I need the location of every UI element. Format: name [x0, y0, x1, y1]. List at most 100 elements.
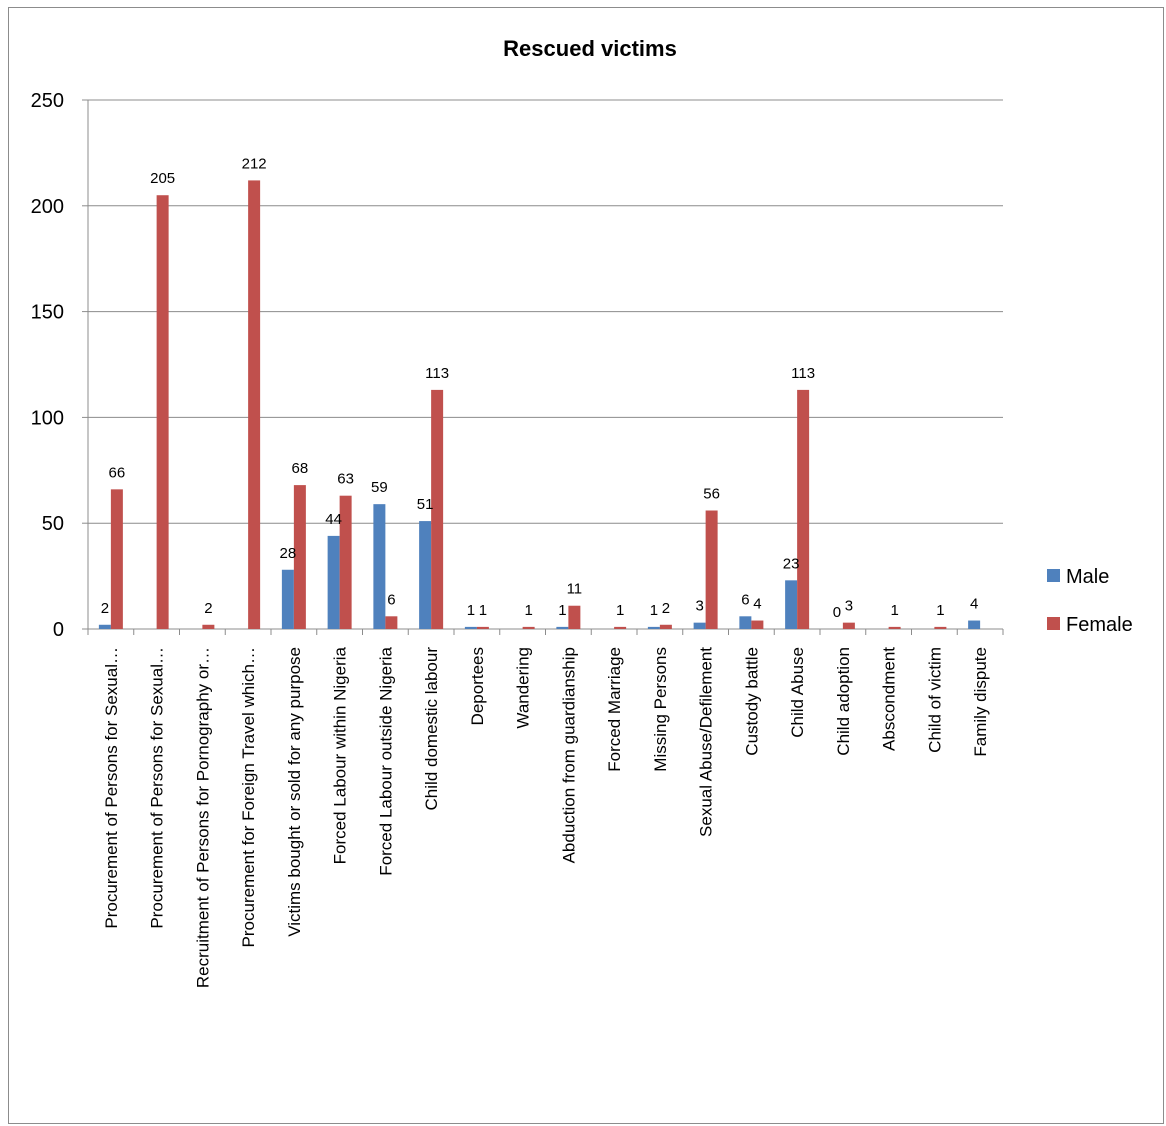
bar-female	[751, 620, 764, 629]
y-tick-label: 100	[31, 407, 64, 429]
bar-male	[968, 620, 981, 629]
data-label: 2	[101, 600, 109, 617]
data-label: 66	[109, 464, 126, 481]
bar-female	[888, 626, 901, 629]
category-label: Wandering	[514, 647, 533, 729]
data-label: 113	[425, 365, 449, 382]
axes: 0 50 100 150 200 250	[31, 90, 1004, 641]
data-label: 1	[479, 602, 487, 619]
bar-male	[693, 622, 706, 629]
category-label: Child of victim	[925, 647, 944, 753]
bar-female	[110, 489, 123, 629]
bar-female	[156, 195, 169, 629]
data-label: 59	[371, 479, 388, 496]
data-label: 11	[567, 581, 583, 598]
category-label: Victims bought or sold for any purpose	[285, 647, 304, 937]
bar-female	[202, 624, 215, 629]
category-label: Sexual Abuse/Defilement	[697, 647, 716, 837]
data-label: 1	[558, 602, 566, 619]
data-label: 0	[833, 604, 841, 621]
bar-female	[934, 626, 947, 629]
data-label: 63	[337, 471, 354, 488]
bar-male	[98, 624, 111, 629]
data-label: 1	[650, 602, 658, 619]
bar-female	[431, 389, 444, 629]
data-label: 6	[387, 591, 395, 608]
data-label: 28	[280, 545, 297, 562]
bar-female	[614, 626, 627, 629]
category-label: Forced Marriage	[605, 647, 624, 772]
legend-swatch-male	[1047, 569, 1060, 582]
legend-label-female: Female	[1066, 614, 1133, 636]
bar-female	[339, 495, 352, 629]
bar-female	[797, 389, 810, 629]
category-label: Forced Labour within Nigeria	[331, 646, 350, 864]
category-label: Deportees	[468, 647, 487, 725]
data-label: 1	[890, 602, 898, 619]
category-label: Child domestic labour	[422, 647, 441, 811]
category-label: Child Abuse	[788, 647, 807, 738]
bar-female	[842, 622, 855, 629]
category-label: Missing Persons	[651, 647, 670, 772]
bar-female	[248, 180, 261, 629]
bar-female	[385, 616, 398, 629]
data-label: 4	[753, 596, 761, 613]
bar-female	[476, 626, 489, 629]
bar-male	[739, 616, 752, 629]
legend: Male Female	[1047, 566, 1133, 636]
data-label: 1	[467, 602, 475, 619]
data-label: 56	[703, 486, 720, 503]
data-label: 3	[845, 598, 853, 615]
category-labels: Procurement of Persons for Sexual… Procur…	[102, 646, 990, 988]
bar-female	[293, 485, 306, 629]
y-tick-label: 50	[42, 513, 64, 535]
data-label: 2	[662, 600, 670, 617]
bar-male	[785, 580, 798, 629]
bar-male	[647, 626, 660, 629]
bar-male	[327, 535, 340, 629]
bar-male	[281, 569, 294, 629]
y-tick-label: 150	[31, 302, 64, 324]
category-label: Abscondment	[880, 647, 899, 751]
category-label: Family dispute	[971, 647, 990, 757]
bar-female	[522, 626, 535, 629]
bar-male	[464, 626, 477, 629]
bar-male	[419, 521, 432, 629]
data-label: 1	[616, 602, 624, 619]
data-label: 1	[524, 602, 532, 619]
gridlines	[88, 99, 1003, 524]
y-tick-label: 250	[31, 90, 64, 112]
category-label: Procurement of Persons for Sexual…	[148, 647, 167, 929]
data-label: 113	[791, 365, 815, 382]
category-label: Abduction from guardianship	[559, 647, 578, 863]
data-label: 6	[741, 591, 749, 608]
y-tick-label: 0	[53, 619, 64, 641]
chart-title: Rescued victims	[503, 36, 677, 61]
legend-swatch-female	[1047, 617, 1060, 630]
category-label: Child adoption	[834, 647, 853, 756]
data-label: 51	[417, 496, 434, 513]
category-label: Forced Labour outside Nigeria	[376, 646, 395, 875]
data-label: 212	[242, 155, 267, 172]
bar-female	[705, 510, 718, 629]
data-label: 3	[695, 598, 703, 615]
category-label: Custody battle	[742, 647, 761, 756]
category-label: Procurement of Persons for Sexual…	[102, 647, 121, 929]
bar-female	[659, 624, 672, 629]
bars	[98, 180, 981, 629]
category-label: Recruitment of Persons for Pornography o…	[193, 647, 212, 988]
y-tick-label: 200	[31, 196, 64, 218]
data-label: 68	[292, 460, 309, 477]
chart-frame	[8, 7, 1164, 1124]
data-label: 23	[783, 555, 800, 572]
bar-male	[373, 504, 386, 629]
data-label: 205	[150, 170, 175, 187]
legend-label-male: Male	[1066, 566, 1109, 588]
bar-male	[556, 626, 569, 629]
data-label: 2	[204, 600, 212, 617]
data-label: 1	[936, 602, 944, 619]
data-label: 44	[325, 511, 342, 528]
bar-female	[568, 605, 581, 629]
